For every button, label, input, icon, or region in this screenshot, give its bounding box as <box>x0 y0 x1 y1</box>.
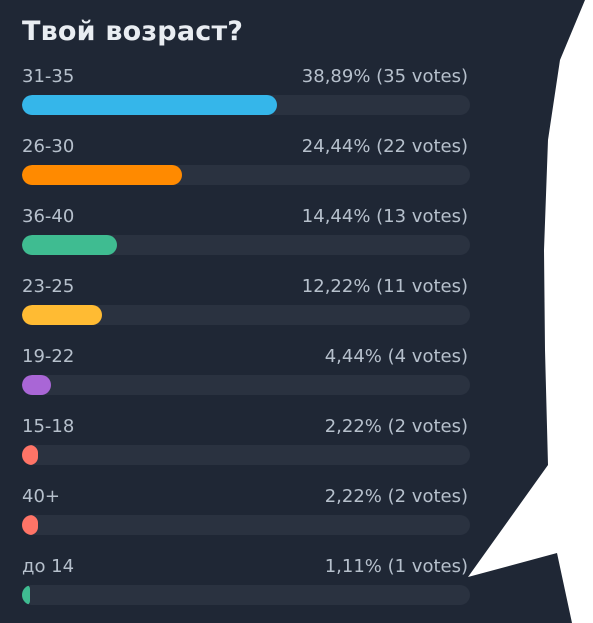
poll-option-row: 40+ 2,22% (2 votes) <box>22 486 470 535</box>
option-bar-fill <box>22 235 117 255</box>
option-label: 40+ <box>22 486 60 507</box>
poll-option-row: 19-22 4,44% (4 votes) <box>22 346 470 395</box>
option-bar-track <box>22 235 470 255</box>
poll-option-row: 36-40 14,44% (13 votes) <box>22 206 470 255</box>
option-value: 38,89% (35 votes) <box>301 66 468 87</box>
option-bar-fill <box>22 375 51 395</box>
option-label: 26-30 <box>22 136 75 157</box>
poll-title: Твой возраст? <box>22 16 244 47</box>
option-value: 4,44% (4 votes) <box>324 346 468 367</box>
option-label: 31-35 <box>22 66 75 87</box>
option-label: 19-22 <box>22 346 75 367</box>
option-bar-track <box>22 305 470 325</box>
option-label: 23-25 <box>22 276 75 297</box>
option-bar-fill <box>22 305 102 325</box>
option-value: 2,22% (2 votes) <box>324 416 468 437</box>
option-bar-fill <box>22 585 30 605</box>
poll-option-row: 26-30 24,44% (22 votes) <box>22 136 470 185</box>
option-bar-fill <box>22 515 38 535</box>
option-bar-track <box>22 375 470 395</box>
option-bar-fill <box>22 95 277 115</box>
option-label: 36-40 <box>22 206 75 227</box>
option-bar-fill <box>22 445 38 465</box>
option-bar-track <box>22 515 470 535</box>
poll-option-row: до 14 1,11% (1 votes) <box>22 556 470 605</box>
poll-option-row: 15-18 2,22% (2 votes) <box>22 416 470 465</box>
option-value: 24,44% (22 votes) <box>301 136 468 157</box>
poll-option-row: 31-35 38,89% (35 votes) <box>22 66 470 115</box>
option-bar-fill <box>22 165 182 185</box>
poll-option-row: 23-25 12,22% (11 votes) <box>22 276 470 325</box>
option-label: до 14 <box>22 556 75 577</box>
option-value: 14,44% (13 votes) <box>301 206 468 227</box>
option-value: 1,11% (1 votes) <box>324 556 468 577</box>
option-bar-track <box>22 445 470 465</box>
option-bar-track <box>22 585 470 605</box>
option-label: 15-18 <box>22 416 75 437</box>
option-bar-track <box>22 165 470 185</box>
option-value: 12,22% (11 votes) <box>301 276 468 297</box>
option-bar-track <box>22 95 470 115</box>
option-value: 2,22% (2 votes) <box>324 486 468 507</box>
